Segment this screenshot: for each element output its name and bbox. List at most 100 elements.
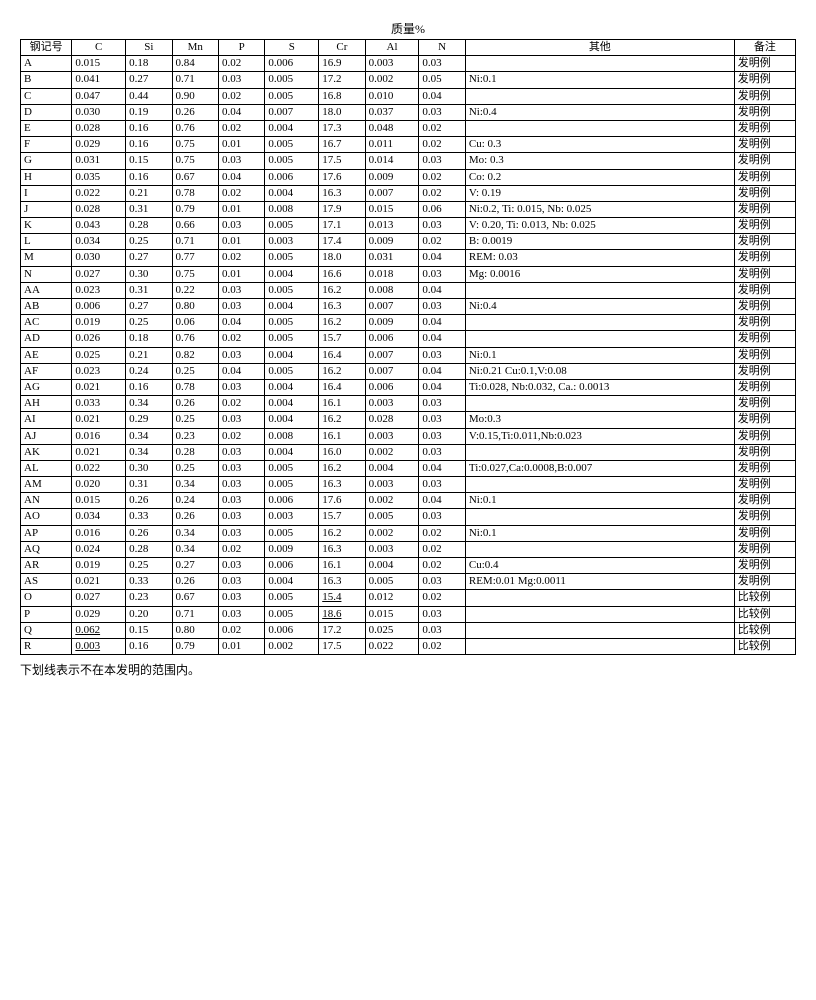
cell-Cr: 17.5	[319, 638, 365, 654]
cell-C: 0.016	[72, 428, 126, 444]
cell-id: C	[21, 88, 72, 104]
composition-table: 钢记号CSiMnPSCrAlN其他备注 A0.0150.180.840.020.…	[20, 39, 796, 655]
cell-Si: 0.20	[126, 606, 172, 622]
table-row: AA0.0230.310.220.030.00516.20.0080.04发明例	[21, 282, 796, 298]
table-row: H0.0350.160.670.040.00617.60.0090.02Co: …	[21, 169, 796, 185]
cell-Mn: 0.78	[172, 379, 218, 395]
cell-Al: 0.008	[365, 282, 419, 298]
cell-other: Ni:0.2, Ti: 0.015, Nb: 0.025	[465, 201, 734, 217]
cell-note: 发明例	[734, 493, 795, 509]
cell-Mn: 0.26	[172, 396, 218, 412]
cell-Cr: 16.2	[319, 460, 365, 476]
cell-id: AC	[21, 315, 72, 331]
cell-S: 0.004	[265, 379, 319, 395]
cell-C: 0.019	[72, 558, 126, 574]
cell-S: 0.005	[265, 88, 319, 104]
cell-Cr: 16.3	[319, 185, 365, 201]
cell-other	[465, 444, 734, 460]
cell-Mn: 0.79	[172, 201, 218, 217]
cell-P: 0.04	[218, 169, 264, 185]
cell-S: 0.006	[265, 56, 319, 72]
cell-N: 0.02	[419, 234, 465, 250]
cell-Mn: 0.26	[172, 104, 218, 120]
cell-Al: 0.004	[365, 460, 419, 476]
cell-S: 0.005	[265, 72, 319, 88]
cell-Al: 0.031	[365, 250, 419, 266]
cell-other: Mg: 0.0016	[465, 266, 734, 282]
table-row: AD0.0260.180.760.020.00515.70.0060.04发明例	[21, 331, 796, 347]
cell-Cr: 16.1	[319, 428, 365, 444]
col-header: Al	[365, 40, 419, 56]
cell-C: 0.028	[72, 201, 126, 217]
cell-note: 发明例	[734, 379, 795, 395]
cell-Mn: 0.06	[172, 315, 218, 331]
cell-Al: 0.007	[365, 185, 419, 201]
cell-C: 0.029	[72, 137, 126, 153]
composition-table-wrap: 质量% 钢记号CSiMnPSCrAlN其他备注 A0.0150.180.840.…	[20, 20, 796, 678]
cell-note: 发明例	[734, 541, 795, 557]
cell-S: 0.004	[265, 347, 319, 363]
cell-Al: 0.006	[365, 331, 419, 347]
cell-N: 0.04	[419, 282, 465, 298]
cell-S: 0.006	[265, 622, 319, 638]
cell-S: 0.004	[265, 396, 319, 412]
cell-note: 比较例	[734, 606, 795, 622]
cell-other: Cu: 0.3	[465, 137, 734, 153]
cell-note: 发明例	[734, 428, 795, 444]
cell-Mn: 0.66	[172, 218, 218, 234]
cell-note: 发明例	[734, 120, 795, 136]
cell-N: 0.02	[419, 558, 465, 574]
cell-Mn: 0.25	[172, 363, 218, 379]
cell-P: 0.03	[218, 72, 264, 88]
cell-P: 0.02	[218, 396, 264, 412]
table-row: E0.0280.160.760.020.00417.30.0480.02发明例	[21, 120, 796, 136]
cell-other: V:0.15,Ti:0.011,Nb:0.023	[465, 428, 734, 444]
cell-id: AD	[21, 331, 72, 347]
cell-Si: 0.26	[126, 493, 172, 509]
cell-note: 比较例	[734, 590, 795, 606]
cell-Al: 0.015	[365, 201, 419, 217]
cell-S: 0.004	[265, 444, 319, 460]
cell-Cr: 17.3	[319, 120, 365, 136]
table-row: AM0.0200.310.340.030.00516.30.0030.03发明例	[21, 477, 796, 493]
cell-Al: 0.011	[365, 137, 419, 153]
cell-note: 发明例	[734, 201, 795, 217]
cell-Si: 0.15	[126, 153, 172, 169]
cell-N: 0.04	[419, 250, 465, 266]
cell-Cr: 16.0	[319, 444, 365, 460]
cell-Cr: 17.6	[319, 169, 365, 185]
cell-Cr: 16.3	[319, 541, 365, 557]
cell-P: 0.03	[218, 477, 264, 493]
cell-P: 0.03	[218, 574, 264, 590]
cell-other	[465, 509, 734, 525]
cell-note: 发明例	[734, 315, 795, 331]
cell-N: 0.03	[419, 347, 465, 363]
cell-S: 0.004	[265, 412, 319, 428]
cell-id: AA	[21, 282, 72, 298]
cell-P: 0.03	[218, 509, 264, 525]
cell-S: 0.009	[265, 541, 319, 557]
cell-C: 0.016	[72, 525, 126, 541]
cell-Mn: 0.78	[172, 185, 218, 201]
cell-Cr: 15.7	[319, 331, 365, 347]
cell-C: 0.030	[72, 250, 126, 266]
cell-N: 0.02	[419, 120, 465, 136]
cell-C: 0.041	[72, 72, 126, 88]
cell-Mn: 0.75	[172, 153, 218, 169]
cell-Si: 0.24	[126, 363, 172, 379]
table-row: AJ0.0160.340.230.020.00816.10.0030.03V:0…	[21, 428, 796, 444]
cell-Mn: 0.34	[172, 477, 218, 493]
cell-C: 0.024	[72, 541, 126, 557]
cell-Si: 0.44	[126, 88, 172, 104]
cell-other: Co: 0.2	[465, 169, 734, 185]
cell-note: 比较例	[734, 622, 795, 638]
cell-Al: 0.037	[365, 104, 419, 120]
table-row: L0.0340.250.710.010.00317.40.0090.02B: 0…	[21, 234, 796, 250]
cell-C: 0.029	[72, 606, 126, 622]
cell-P: 0.02	[218, 622, 264, 638]
cell-Si: 0.16	[126, 120, 172, 136]
col-header: 其他	[465, 40, 734, 56]
cell-P: 0.03	[218, 282, 264, 298]
cell-Al: 0.003	[365, 396, 419, 412]
table-row: AL0.0220.300.250.030.00516.20.0040.04Ti:…	[21, 460, 796, 476]
